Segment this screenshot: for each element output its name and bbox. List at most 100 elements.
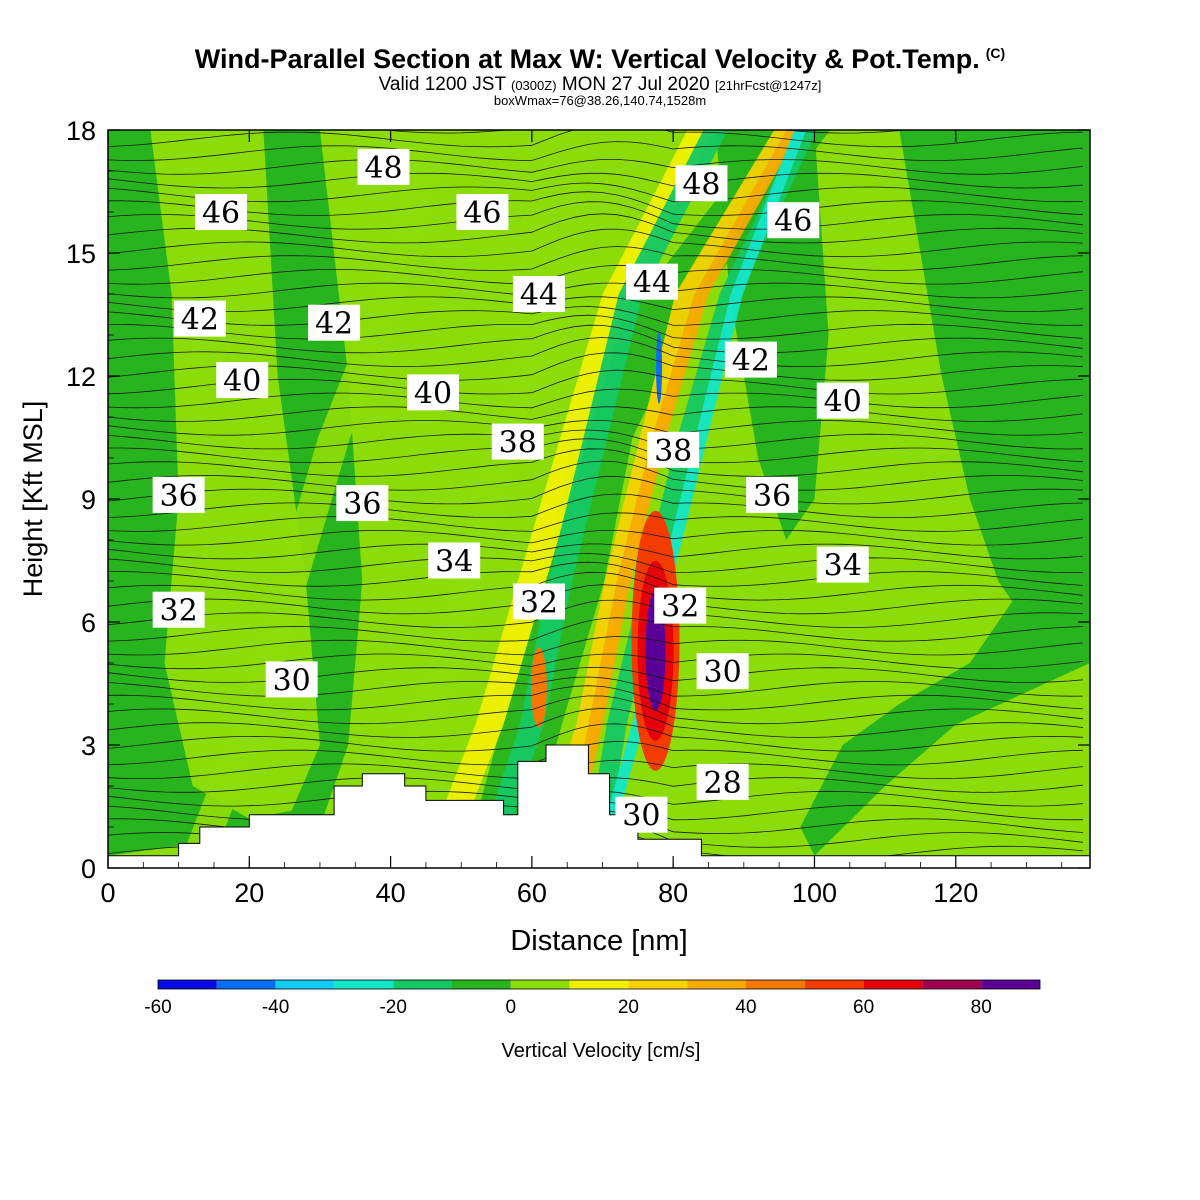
theta-label-44: 44 — [512, 276, 565, 313]
isentrope-22 — [108, 543, 1083, 560]
theta-label-36: 36 — [152, 476, 205, 514]
theta-label-34: 34 — [428, 542, 481, 580]
terrain-mask — [108, 744, 1090, 868]
isentrope-6 — [108, 759, 1083, 780]
theta-label-text: 48 — [682, 167, 720, 202]
theta-label-40: 40 — [216, 362, 269, 399]
isentrope-45 — [108, 213, 1083, 244]
colorbar-swatch — [216, 980, 276, 989]
theta-label-box — [152, 591, 205, 628]
chart-title: Wind-Parallel Section at Max W: Vertical… — [0, 44, 1200, 75]
theta-label-text: 34 — [824, 549, 862, 584]
theta-label-32: 32 — [512, 583, 565, 621]
valid-utc: (0300Z) — [511, 78, 557, 93]
theta-label-38: 38 — [491, 423, 544, 461]
isentrope-26 — [108, 475, 1083, 505]
theta-label-text: 30 — [704, 655, 742, 690]
colorbar: -60 -40 -20 0 20 40 60 80 Vertical Velocity [cm/… — [144, 979, 1041, 1062]
colorbar-swatch — [452, 980, 511, 989]
colorbar-swatch — [275, 980, 335, 989]
theta-label-text: 28 — [704, 766, 742, 801]
valid-time: Valid 1200 JST — [378, 74, 506, 95]
isentrope-30 — [108, 429, 1083, 450]
theta-label-text: 46 — [463, 196, 501, 231]
theta-label-40: 40 — [816, 382, 869, 420]
colorbar-tick-label: 40 — [735, 997, 756, 1018]
theta-label-box — [816, 546, 869, 583]
velocity-band-1 — [183, 130, 450, 852]
isentrope-40 — [108, 296, 1083, 313]
chart-subtitle: Valid 1200 JST (0300Z) MON 27 Jul 2020 [… — [0, 74, 1200, 96]
x-tick-label: 20 — [234, 878, 264, 908]
theta-label-28: 28 — [696, 763, 749, 801]
negative-region-1 — [800, 499, 1090, 856]
colorbar-swatch — [628, 980, 688, 989]
isentrope-50 — [108, 159, 1083, 175]
theta-label-box — [216, 362, 269, 399]
theta-label-box — [173, 300, 226, 337]
y-tick-label: 9 — [81, 485, 96, 515]
x-tick-label: 0 — [100, 878, 115, 908]
colorbar-tick-label: 60 — [853, 997, 874, 1018]
theta-label-text: 36 — [753, 479, 791, 514]
isentrope-23 — [108, 529, 1083, 546]
colorbar-tick-label: 80 — [971, 997, 992, 1018]
theta-label-box — [336, 485, 389, 522]
isentrope-25 — [108, 493, 1083, 518]
isentrope-41 — [108, 282, 1083, 299]
isentrope-16 — [108, 617, 1083, 642]
valid-date: MON 27 Jul 2020 — [561, 74, 710, 95]
title-main: Wind-Parallel Section at Max W: Vertical… — [194, 44, 980, 74]
isentrope-38 — [108, 314, 1083, 340]
theta-label-32: 32 — [654, 587, 707, 625]
x-tick-label: 60 — [517, 878, 547, 908]
isentrope-49 — [108, 172, 1083, 189]
theta-label-text: 42 — [732, 344, 770, 379]
theta-label-text: 30 — [622, 799, 660, 834]
colorbar-swatch — [981, 980, 1040, 989]
theta-label-box — [308, 304, 361, 341]
isentrope-27 — [108, 460, 1083, 491]
theta-label-box — [195, 194, 248, 230]
isentrope-9 — [108, 707, 1083, 738]
isentrope-18 — [108, 584, 1083, 615]
theta-label-30: 30 — [265, 661, 318, 698]
y-tick-label: 12 — [66, 362, 96, 392]
velocity-band-0 — [466, 130, 831, 852]
theta-label-46: 46 — [767, 202, 820, 239]
theta-label-36: 36 — [746, 476, 799, 514]
isentrope-24 — [108, 512, 1083, 532]
isentrope-31 — [108, 420, 1083, 436]
negative-region-2 — [899, 130, 1090, 663]
core-10 — [530, 647, 547, 728]
theta-label-box — [675, 165, 728, 202]
theta-label-box — [625, 263, 678, 300]
theta-label-30: 30 — [615, 796, 668, 834]
isentrope-33 — [108, 388, 1083, 409]
theta-label-box — [491, 423, 544, 460]
theta-label-32: 32 — [152, 591, 205, 629]
isentrope-34 — [108, 369, 1083, 395]
colorbar-frame — [157, 979, 1041, 990]
colorbar-swatch — [863, 980, 923, 989]
boxwmax-note: boxWmax=76@38.26,140.74,1528m — [493, 93, 707, 108]
theta-label-34: 34 — [816, 546, 869, 584]
y-tick-label: 0 — [81, 854, 96, 884]
theta-label-box — [696, 653, 749, 690]
theta-label-text: 34 — [435, 545, 473, 580]
theta-label-text: 40 — [414, 376, 452, 411]
y-tick-label: 15 — [66, 239, 96, 269]
isentrope-35 — [108, 352, 1083, 381]
x-tick-label: 100 — [792, 878, 837, 908]
theta-label-box — [654, 587, 707, 624]
theta-label-box — [696, 763, 749, 800]
isentrope-47 — [108, 191, 1083, 216]
forecast-info: [21hrFcst@1247z] — [714, 78, 822, 93]
isentrope-7 — [108, 740, 1083, 766]
copyright-mark: (C) — [985, 45, 1006, 61]
theta-label-box — [647, 431, 700, 468]
theta-label-box — [746, 476, 799, 513]
colorbar-tick-label: -60 — [144, 997, 171, 1018]
theta-label-46: 46 — [456, 194, 509, 231]
isentrope-42 — [108, 264, 1083, 285]
